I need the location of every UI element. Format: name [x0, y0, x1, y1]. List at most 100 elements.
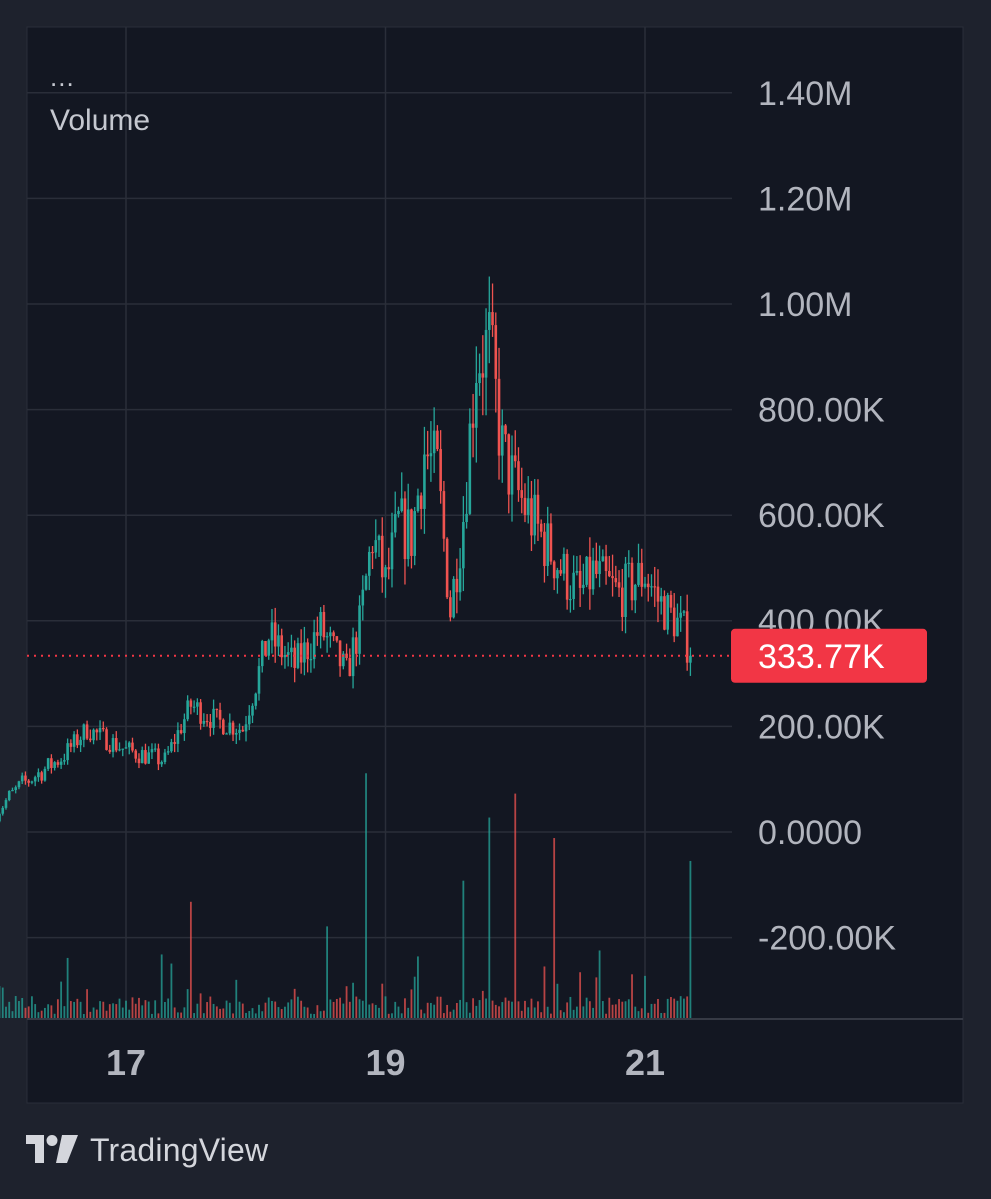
volume-bar	[601, 1001, 604, 1018]
volume-bar	[63, 1006, 66, 1018]
candle	[549, 513, 553, 565]
candle	[335, 636, 339, 643]
volume-bar	[202, 1013, 205, 1018]
volume-bar	[543, 966, 546, 1018]
volume-bar	[164, 1001, 166, 1018]
volume-bar	[47, 1004, 50, 1018]
indicator-menu[interactable]: ...	[50, 62, 75, 92]
candle	[595, 542, 598, 579]
volume-bar	[504, 997, 507, 1018]
volume-bar	[579, 972, 582, 1018]
candle-body	[510, 455, 514, 495]
volume-bar	[27, 1006, 30, 1018]
candle	[11, 787, 14, 792]
volume-bar	[108, 1004, 111, 1018]
candle	[241, 725, 245, 732]
volume-bar	[459, 999, 462, 1018]
volume-bar	[556, 983, 559, 1018]
volume-bar	[73, 1001, 75, 1018]
candle-body	[620, 587, 624, 617]
candle-body	[244, 724, 248, 732]
volume-bar	[365, 773, 367, 1018]
candle-body	[176, 730, 180, 744]
candle	[416, 488, 420, 513]
candle	[111, 734, 115, 758]
candle-body	[76, 734, 79, 746]
candle-body	[578, 570, 582, 588]
candle-body	[410, 509, 413, 556]
volume-bar	[595, 977, 598, 1018]
candle	[46, 757, 50, 772]
candle	[397, 506, 400, 518]
chart-container[interactable]: 1.40M 1.20M 1.00M 800.00K 600.00K 400.00K 200.…	[0, 0, 991, 1110]
candle	[565, 549, 569, 610]
volume-bar	[358, 999, 361, 1018]
candle-body	[157, 748, 160, 765]
candle-body	[523, 497, 527, 515]
candle-body	[98, 727, 102, 733]
candle	[452, 576, 455, 619]
candle	[338, 640, 342, 677]
candle-body	[585, 556, 588, 585]
last-price-badge[interactable]: 333.77K	[731, 628, 927, 683]
candle	[27, 779, 30, 787]
volume-bar	[50, 1005, 53, 1018]
volume-bar	[183, 1007, 186, 1018]
candle	[367, 546, 371, 591]
candle-body	[218, 709, 222, 720]
candle	[445, 537, 449, 600]
candle-body	[358, 605, 361, 654]
candle	[663, 590, 666, 631]
candle-body	[329, 632, 332, 637]
candle	[429, 421, 433, 482]
candle-body	[552, 561, 556, 579]
candle-body	[267, 640, 271, 656]
candle	[653, 566, 657, 607]
volume-bar	[634, 1006, 637, 1018]
candle-body	[663, 596, 666, 630]
candle	[355, 631, 358, 667]
candle	[176, 722, 180, 753]
candle	[572, 555, 575, 610]
volume-bar	[277, 1007, 280, 1018]
brand-name: TradingView	[90, 1131, 269, 1168]
candle-body	[150, 749, 154, 753]
volume-bar	[618, 999, 620, 1018]
volume-bar	[384, 996, 387, 1018]
volume-bar	[462, 880, 465, 1018]
volume-bar	[676, 1000, 679, 1018]
candle	[374, 519, 378, 559]
candle	[410, 508, 413, 569]
candle-body	[140, 750, 144, 764]
candle	[225, 732, 228, 735]
candle-body	[306, 642, 309, 660]
candle-body	[436, 430, 439, 450]
volume-bar	[381, 983, 384, 1018]
volume-bar	[663, 1012, 666, 1018]
candle-body	[439, 449, 442, 492]
volume-bar	[212, 1003, 215, 1018]
volume-bar	[125, 1000, 127, 1018]
volume-bar	[316, 1005, 319, 1018]
candle-body	[361, 589, 365, 606]
candle	[465, 482, 468, 529]
candle	[585, 555, 588, 588]
candle-body	[406, 509, 410, 560]
candle	[682, 610, 686, 617]
price-chart[interactable]: 1.40M1.20M1.00M800.00K600.00K400.00K200.…	[0, 0, 991, 1110]
volume-bar	[527, 1007, 530, 1018]
candle	[348, 648, 352, 677]
candle	[468, 408, 472, 516]
candle	[400, 472, 404, 513]
candle-body	[543, 531, 546, 566]
candle-body	[679, 612, 682, 618]
candle-body	[247, 715, 251, 725]
candle-body	[367, 551, 371, 576]
volume-bar	[287, 1002, 290, 1018]
candle	[611, 554, 614, 597]
candle	[364, 573, 368, 591]
candle	[85, 720, 89, 741]
candle-body	[458, 568, 462, 593]
branding[interactable]: TradingView	[26, 1128, 268, 1172]
volume-bar	[141, 1005, 144, 1018]
